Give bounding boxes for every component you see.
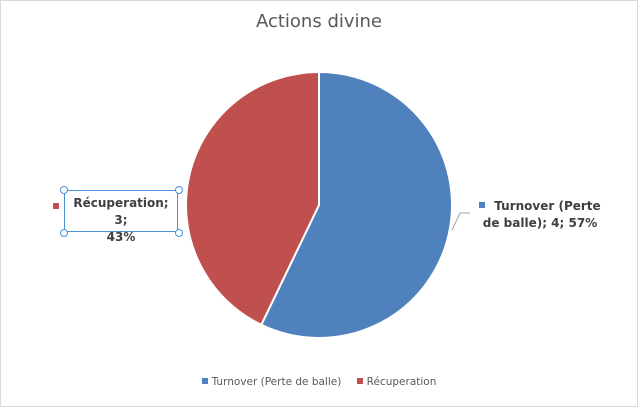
selection-handle-bottom-right[interactable] (175, 229, 183, 237)
selection-handle-top-right[interactable] (175, 186, 183, 194)
legend-item-turnover[interactable]: Turnover (Perte de balle) (201, 376, 341, 388)
data-label-recuperation[interactable]: Récuperation; 3; 43% (53, 190, 178, 244)
legend-item-recuperation[interactable]: Récuperation (356, 376, 436, 388)
legend-swatch-turnover (201, 378, 208, 384)
data-label-turnover-line-2: de balle); 4; 57% (482, 216, 598, 230)
data-label-turnover[interactable]: Turnover (Perte de balle); 4; 57% (470, 198, 610, 232)
selection-handle-top-left[interactable] (60, 186, 68, 194)
chart-title[interactable]: Actions divine (255, 11, 383, 32)
data-label-recuperation-line-2: 43% (106, 230, 136, 244)
data-label-turnover-line-1: Turnover (Perte (470, 198, 610, 215)
turnover-label-key (479, 201, 486, 208)
chart-legend[interactable]: Turnover (Perte de balle) Récuperation (0, 376, 638, 388)
legend-swatch-recuperation (356, 378, 363, 384)
pie-slice-turnover[interactable] (259, 70, 453, 339)
leader-line-turnover (451, 212, 470, 231)
data-label-recuperation-line-1: Récuperation; 3; (53, 195, 177, 229)
selection-handle-bottom-left[interactable] (60, 229, 68, 237)
recuperation-label-key (53, 203, 59, 209)
pie-slice-recuperation[interactable] (185, 70, 320, 327)
